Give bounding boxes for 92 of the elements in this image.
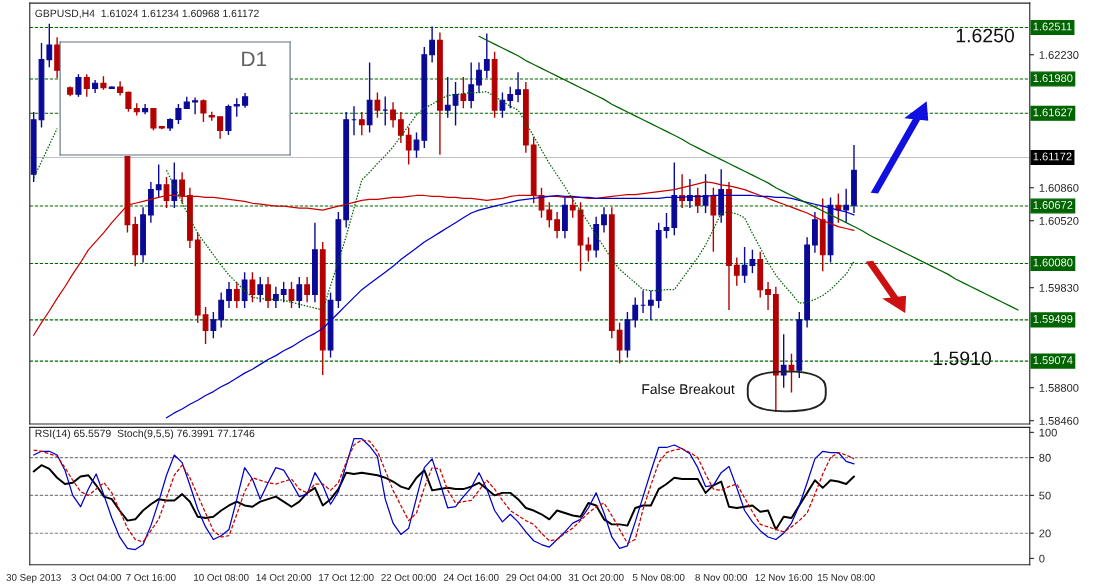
candlestick [765,281,771,311]
candlestick [616,321,623,365]
candlestick [210,311,217,339]
ref-line-label: 1.59074 [1033,356,1073,365]
y-tick-label: 1.58800 [1039,383,1079,392]
candlestick [788,353,795,394]
candlestick [569,196,576,219]
candlestick [515,71,521,104]
ref-line-label: 1.59499 [1033,314,1073,323]
candlestick [429,25,436,64]
candlestick [476,61,482,94]
x-tick-label: 14 Oct 20:00 [256,573,312,581]
candlestick [601,206,607,234]
y-tick-label: 1.60860 [1039,184,1079,192]
candlestick [358,111,365,137]
candlestick [280,281,287,303]
ref-line-label: 1.61172 [1033,152,1072,161]
candlestick [304,276,311,303]
ref-line-label: 1.61627 [1033,108,1073,117]
x-tick-label: 7 Oct 16:00 [126,573,176,581]
candlestick [647,289,654,321]
candlestick [155,163,162,199]
x-tick-label: 15 Nov 08:00 [818,573,875,581]
y-tick-label: 0 [1039,554,1045,563]
candlestick [46,22,53,69]
candlestick [499,91,506,119]
candlestick [687,178,693,209]
x-tick-label: 31 Oct 20:00 [568,573,624,581]
y-tick-label: 100 [1039,428,1057,437]
x-tick-label: 24 Oct 16:00 [443,573,499,581]
candlestick [554,211,561,239]
ref-line-label: 1.60672 [1033,201,1073,209]
y-tick-label: 1.60520 [1039,217,1079,225]
candlestick [218,291,225,329]
line-series [32,464,855,531]
y-tick-label: 80 [1039,453,1051,462]
candlestick [733,256,740,287]
annotation: 1.5910 [933,351,992,366]
candlestick [507,86,514,109]
text: GBPUSD,H4 1.61024 1.61234 1.60968 1.61172 [35,9,259,19]
x-tick-label: 29 Oct 04:00 [506,573,562,581]
candlestick [249,271,256,303]
candlestick [452,81,459,127]
annotation: False Breakout [642,383,735,395]
candlestick [390,101,396,129]
x-tick-label: 30 Sep 2013 [6,573,61,583]
y-tick-label: 1.59830 [1039,283,1079,292]
ref-line-label: 1.60080 [1033,258,1073,267]
x-tick-label: 3 Oct 04:00 [71,573,121,581]
x-tick-label: 12 Nov 16:00 [755,573,813,581]
candlestick [233,281,240,309]
candlestick [632,296,639,329]
ref-line-label: 1.62511 [1033,22,1072,31]
line-series [33,181,855,336]
candlestick [382,95,389,127]
candlestick [374,91,381,119]
candlestick [468,61,475,109]
candlestick [413,131,420,159]
ref-line-label: 1.61980 [1033,74,1073,82]
y-tick-label: 1.58460 [1039,416,1079,425]
candlestick [405,126,412,166]
candlestick [241,271,248,309]
chart-title: RSI(14) 65.5579 Stoch(9,5,5) 76.3991 77.1746 [35,429,255,440]
candlestick [843,188,850,224]
annotation: 1.6250 [956,28,1015,43]
candlestick [702,173,709,214]
candlestick [179,171,186,204]
candlestick [202,306,209,345]
x-tick-label: 10 Oct 08:00 [194,573,249,581]
line-series [165,194,855,419]
y-tick-label: 1.62230 [1039,51,1079,59]
candlestick [265,276,271,309]
candlestick [272,286,279,309]
candlestick [226,281,232,309]
candlestick [546,201,553,229]
x-tick-label: 22 Oct 00:00 [381,573,437,581]
y-tick-label: 50 [1039,491,1051,500]
candlestick [444,76,451,119]
x-tick-label: 17 Oct 12:00 [319,573,374,581]
candlestick [538,187,545,219]
candlestick [780,333,787,389]
candlestick [257,276,264,303]
candlestick [397,111,404,144]
candlestick [694,187,701,214]
x-tick-label: 5 Nov 08:00 [632,573,685,581]
candlestick [460,76,467,109]
candlestick [288,281,295,309]
candlestick [296,276,303,309]
y-tick-label: 20 [1039,529,1051,538]
candlestick [483,32,490,79]
candlestick [710,187,717,253]
x-tick-label: 8 Nov 00:00 [695,573,748,581]
